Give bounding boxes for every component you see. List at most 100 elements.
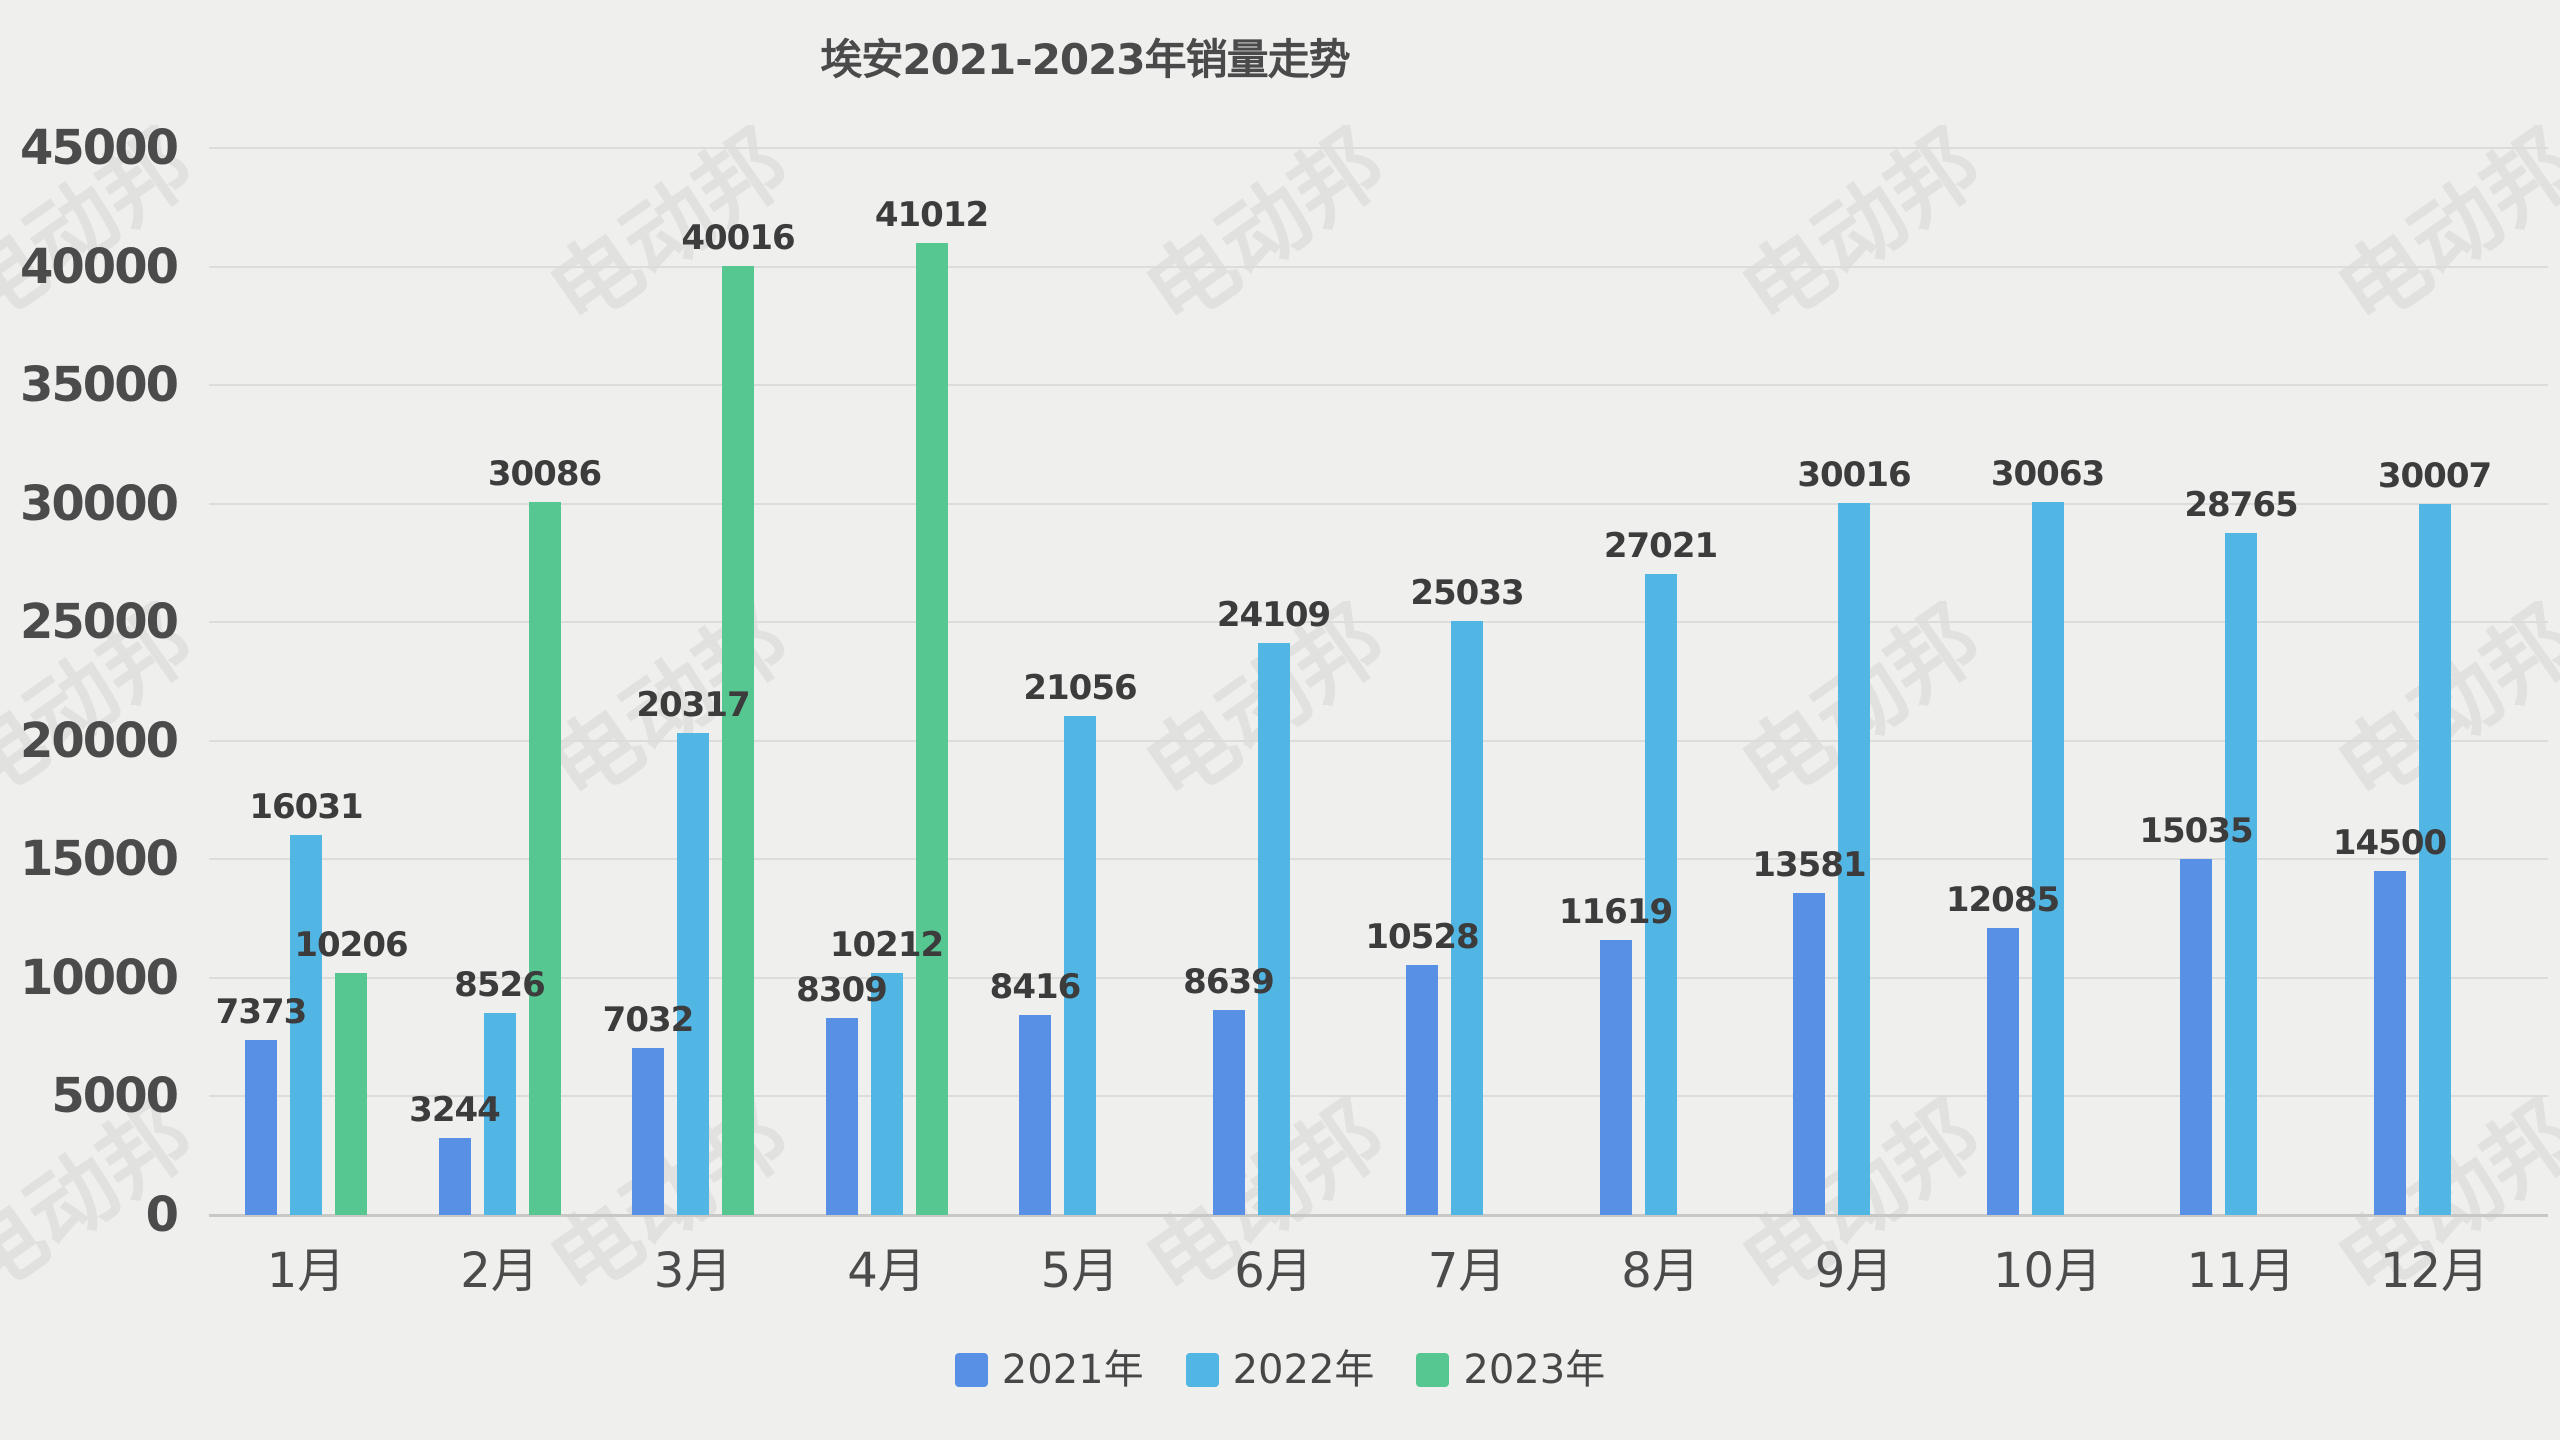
bar-2021年-1月 — [245, 1040, 277, 1215]
bar-2022年-12月 — [2418, 504, 2451, 1215]
bar-value-label: 12085 — [1945, 880, 2060, 920]
x-axis-label: 11月 — [2186, 1243, 2296, 1299]
bar-2023年-3月 — [722, 266, 754, 1215]
y-axis-tick-label: 10000 — [20, 949, 179, 1006]
legend-label: 2023年 — [1463, 1347, 1606, 1393]
gridline — [209, 621, 2548, 624]
x-axis-label: 5月 — [1040, 1243, 1120, 1299]
bar-2022年-5月 — [1064, 716, 1096, 1215]
bar-2021年-4月 — [825, 1018, 858, 1215]
legend-item-2021年: 2021年 — [954, 1347, 1144, 1393]
x-axis-label: 2月 — [460, 1243, 539, 1299]
gridline — [209, 1095, 2548, 1098]
x-axis-label: 9月 — [1814, 1243, 1894, 1299]
gridline — [209, 384, 2548, 387]
bar-value-label: 11619 — [1558, 892, 1673, 932]
bar-value-label: 27021 — [1603, 526, 1718, 566]
bar-2021年-12月 — [2373, 871, 2406, 1215]
bar-2022年-9月 — [1838, 503, 1870, 1215]
watermark: 电动邦 — [1723, 110, 1999, 347]
legend-swatch — [954, 1353, 988, 1387]
bar-2022年-8月 — [1644, 574, 1677, 1215]
gridline — [209, 739, 2548, 742]
gridline — [209, 502, 2548, 505]
bar-value-label: 15035 — [2139, 811, 2253, 851]
bar-value-label: 10528 — [1365, 917, 1479, 957]
x-axis-label: 10月 — [1992, 1243, 2103, 1299]
bar-value-label: 30086 — [487, 454, 602, 494]
gridline — [209, 858, 2548, 861]
y-axis-tick-label: 30000 — [20, 475, 179, 532]
y-axis-tick-label: 20000 — [20, 712, 179, 769]
bar-2022年-3月 — [677, 733, 709, 1215]
x-axis-label: 7月 — [1427, 1243, 1507, 1299]
bar-2022年-2月 — [483, 1013, 516, 1215]
bar-value-label: 28765 — [2184, 485, 2298, 525]
x-axis-label: 8月 — [1621, 1243, 1700, 1299]
y-axis-tick-label: 15000 — [20, 831, 179, 888]
legend: 2021年 2022年 2023年 — [0, 1348, 2560, 1392]
y-axis-tick-label: 5000 — [51, 1068, 179, 1125]
bar-value-label: 25033 — [1410, 573, 1524, 613]
bar-value-label: 41012 — [874, 195, 989, 235]
bar-2021年-11月 — [2180, 859, 2212, 1215]
bar-2021年-8月 — [1599, 940, 1632, 1215]
x-axis-label: 4月 — [847, 1243, 926, 1299]
chart-title: 埃安2021-2023年销量走势 — [820, 35, 1350, 84]
bar-2022年-6月 — [1257, 643, 1290, 1215]
watermark: 电动邦 — [2319, 110, 2560, 347]
gridline — [209, 265, 2548, 268]
bar-2021年-10月 — [1986, 928, 2019, 1215]
bar-2023年-4月 — [915, 243, 948, 1215]
bar-2022年-7月 — [1451, 621, 1483, 1215]
bar-value-label: 30007 — [2377, 456, 2492, 496]
legend-item-2023年: 2023年 — [1416, 1348, 1605, 1392]
bar-value-label: 40016 — [681, 218, 795, 258]
bar-value-label: 10212 — [829, 925, 944, 965]
legend-label: 2022年 — [1232, 1347, 1375, 1393]
bar-value-label: 30016 — [1797, 455, 1911, 495]
bar-2021年-6月 — [1212, 1010, 1245, 1215]
x-axis-label: 12月 — [2379, 1243, 2490, 1299]
bar-2023年-1月 — [335, 973, 367, 1215]
bar-2022年-4月 — [870, 973, 903, 1215]
bar-2021年-5月 — [1019, 1015, 1051, 1215]
bar-value-label: 24109 — [1216, 595, 1331, 635]
legend-swatch — [1416, 1353, 1450, 1387]
x-axis-label: 6月 — [1234, 1243, 1313, 1299]
x-axis-label: 3月 — [653, 1243, 733, 1299]
bar-value-label: 14500 — [2332, 823, 2447, 863]
bar-2022年-11月 — [2225, 533, 2257, 1215]
gridline — [209, 147, 2548, 149]
bar-value-label: 8526 — [454, 965, 546, 1005]
bar-2021年-3月 — [632, 1048, 664, 1215]
bar-value-label: 13581 — [1752, 845, 1866, 885]
y-axis-tick-label: 35000 — [20, 357, 179, 414]
bar-value-label: 30063 — [1990, 454, 2105, 494]
bar-2022年-1月 — [290, 835, 322, 1215]
bar-value-label: 16031 — [249, 787, 363, 827]
x-axis-line — [209, 1214, 2548, 1217]
bar-value-label: 8639 — [1183, 962, 1275, 1002]
bar-value-label: 20317 — [636, 685, 750, 725]
watermark: 电动邦 — [1127, 110, 1403, 347]
bar-value-label: 7373 — [215, 992, 308, 1032]
legend-label: 2021年 — [1001, 1347, 1144, 1393]
bar-2021年-2月 — [438, 1138, 471, 1215]
bar-value-label: 3244 — [409, 1090, 501, 1130]
bar-value-label: 7032 — [602, 1000, 695, 1040]
legend-item-2022年: 2022年 — [1185, 1347, 1375, 1393]
bar-2021年-7月 — [1406, 965, 1438, 1215]
bar-value-label: 8416 — [989, 967, 1082, 1007]
bar-2022年-10月 — [2031, 502, 2064, 1215]
y-axis-tick-label: 25000 — [20, 594, 179, 651]
bar-2021年-9月 — [1793, 893, 1825, 1215]
y-axis-tick-label: 0 — [145, 1187, 179, 1243]
bar-value-label: 21056 — [1023, 668, 1137, 708]
x-axis-label: 1月 — [266, 1243, 346, 1299]
y-axis-tick-label: 45000 — [20, 120, 179, 176]
bar-value-label: 8309 — [796, 970, 888, 1010]
bar-2023年-2月 — [528, 502, 561, 1215]
bar-value-label: 10206 — [294, 925, 408, 965]
